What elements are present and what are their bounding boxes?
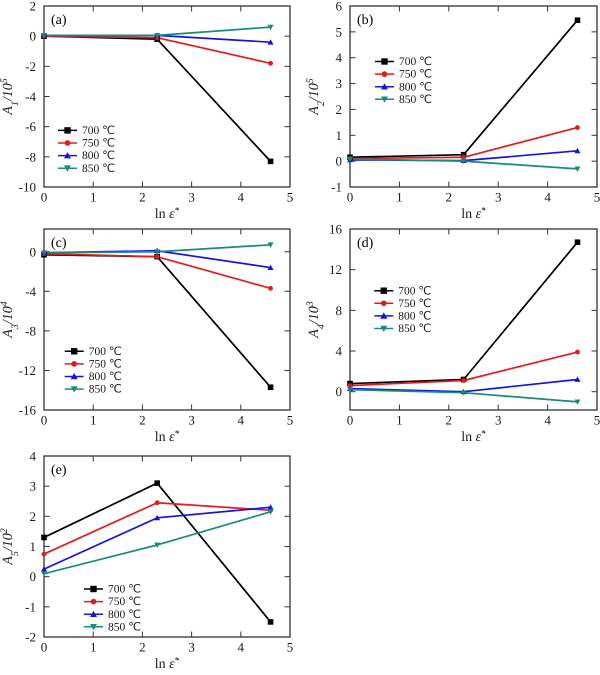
svg-text:0: 0: [30, 244, 37, 259]
svg-text:1: 1: [336, 128, 343, 143]
svg-text:4: 4: [238, 640, 245, 655]
svg-text:750 ℃: 750 ℃: [399, 69, 432, 81]
svg-text:(e): (e): [51, 463, 67, 478]
svg-text:3: 3: [495, 413, 502, 428]
svg-text:4: 4: [238, 413, 245, 428]
svg-text:5: 5: [287, 413, 294, 428]
svg-text:-16: -16: [19, 403, 37, 418]
svg-text:850 ℃: 850 ℃: [108, 621, 141, 633]
svg-text:-2: -2: [25, 630, 36, 645]
svg-text:-8: -8: [25, 323, 36, 338]
svg-text:2: 2: [139, 413, 146, 428]
svg-text:850 ℃: 850 ℃: [82, 163, 115, 175]
svg-text:4: 4: [336, 50, 343, 65]
svg-text:0: 0: [336, 384, 343, 399]
svg-text:850 ℃: 850 ℃: [398, 323, 431, 335]
svg-text:3: 3: [188, 190, 195, 205]
svg-text:800 ℃: 800 ℃: [399, 81, 432, 93]
svg-text:4: 4: [544, 413, 551, 428]
svg-text:800 ℃: 800 ℃: [398, 311, 431, 323]
svg-text:1: 1: [90, 190, 97, 205]
svg-text:850 ℃: 850 ℃: [89, 384, 122, 396]
svg-text:2: 2: [336, 102, 343, 117]
svg-text:5: 5: [594, 190, 600, 205]
svg-text:5: 5: [287, 190, 294, 205]
svg-text:-4: -4: [25, 284, 36, 299]
svg-text:4: 4: [336, 344, 343, 359]
svg-text:700 ℃: 700 ℃: [108, 584, 141, 596]
svg-text:-1: -1: [25, 599, 36, 614]
svg-text:800 ℃: 800 ℃: [108, 609, 141, 621]
svg-text:700 ℃: 700 ℃: [398, 285, 431, 297]
svg-text:1: 1: [90, 413, 97, 428]
svg-text:0: 0: [41, 413, 48, 428]
svg-text:1: 1: [396, 190, 403, 205]
svg-text:2: 2: [139, 640, 146, 655]
svg-text:(b): (b): [357, 13, 374, 28]
svg-text:2: 2: [139, 190, 146, 205]
svg-text:700 ℃: 700 ℃: [82, 125, 115, 137]
svg-text:750 ℃: 750 ℃: [89, 359, 122, 371]
svg-text:-2: -2: [25, 59, 36, 74]
svg-text:800 ℃: 800 ℃: [82, 150, 115, 162]
svg-text:(a): (a): [51, 13, 67, 28]
svg-text:2: 2: [446, 413, 453, 428]
svg-text:-6: -6: [25, 119, 36, 134]
svg-text:750 ℃: 750 ℃: [398, 298, 431, 310]
svg-text:0: 0: [347, 190, 354, 205]
svg-text:5: 5: [594, 413, 600, 428]
svg-text:-4: -4: [25, 89, 36, 104]
svg-text:5: 5: [336, 24, 343, 39]
svg-text:4: 4: [238, 190, 245, 205]
svg-text:-8: -8: [25, 149, 36, 164]
svg-text:0: 0: [347, 413, 354, 428]
svg-text:0: 0: [30, 29, 37, 44]
svg-text:12: 12: [329, 262, 342, 277]
svg-text:2: 2: [30, 509, 37, 524]
svg-text:3: 3: [495, 190, 502, 205]
svg-text:850 ℃: 850 ℃: [399, 94, 432, 106]
svg-text:(c): (c): [51, 236, 67, 251]
svg-text:3: 3: [188, 413, 195, 428]
svg-text:3: 3: [188, 640, 195, 655]
svg-text:0: 0: [336, 154, 343, 169]
svg-text:700 ℃: 700 ℃: [89, 346, 122, 358]
svg-text:0: 0: [41, 190, 48, 205]
svg-text:8: 8: [336, 303, 343, 318]
svg-text:1: 1: [30, 539, 37, 554]
svg-text:-12: -12: [19, 363, 36, 378]
svg-text:0: 0: [41, 640, 48, 655]
svg-text:4: 4: [544, 190, 551, 205]
svg-text:1: 1: [90, 640, 97, 655]
svg-text:5: 5: [287, 640, 294, 655]
svg-text:2: 2: [446, 190, 453, 205]
svg-text:750 ℃: 750 ℃: [108, 596, 141, 608]
svg-text:1: 1: [396, 413, 403, 428]
svg-text:750 ℃: 750 ℃: [82, 138, 115, 150]
svg-text:2: 2: [30, 0, 37, 14]
svg-text:-10: -10: [19, 180, 36, 195]
svg-text:16: 16: [329, 222, 343, 237]
svg-text:-1: -1: [331, 180, 342, 195]
svg-text:0: 0: [30, 569, 37, 584]
svg-text:3: 3: [336, 76, 343, 91]
svg-text:4: 4: [30, 449, 37, 464]
svg-text:800 ℃: 800 ℃: [89, 371, 122, 383]
svg-text:700 ℃: 700 ℃: [399, 56, 432, 68]
svg-text:(d): (d): [357, 236, 374, 251]
svg-text:3: 3: [30, 479, 37, 494]
svg-text:6: 6: [336, 0, 343, 14]
